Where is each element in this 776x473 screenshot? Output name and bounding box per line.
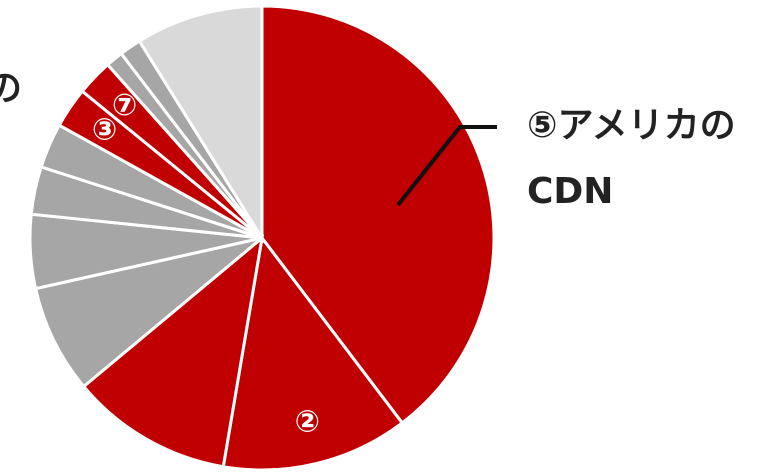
slice-label: ②	[295, 404, 320, 439]
pie-slice	[221, 234, 405, 472]
slice-label: ⑦	[112, 88, 137, 123]
pie-slice	[260, 4, 496, 425]
pie	[28, 4, 496, 472]
pie-slice	[137, 4, 264, 244]
pie-slice	[33, 236, 263, 389]
callout-line	[396, 125, 497, 207]
callout-text: ⑤アメリカの	[527, 105, 736, 146]
callout-text: CDN	[527, 171, 613, 212]
partial-label: の	[0, 68, 22, 109]
slice-label: ③	[92, 113, 117, 148]
pie-slice	[81, 234, 265, 469]
